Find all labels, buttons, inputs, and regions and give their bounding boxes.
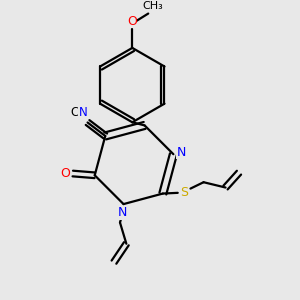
Text: N: N — [176, 146, 186, 159]
Text: CH₃: CH₃ — [142, 1, 163, 11]
Text: N: N — [118, 206, 128, 219]
Text: S: S — [180, 186, 188, 199]
Text: N: N — [79, 106, 87, 119]
Text: C: C — [70, 106, 78, 119]
Text: O: O — [60, 167, 70, 180]
Text: O: O — [128, 15, 137, 28]
